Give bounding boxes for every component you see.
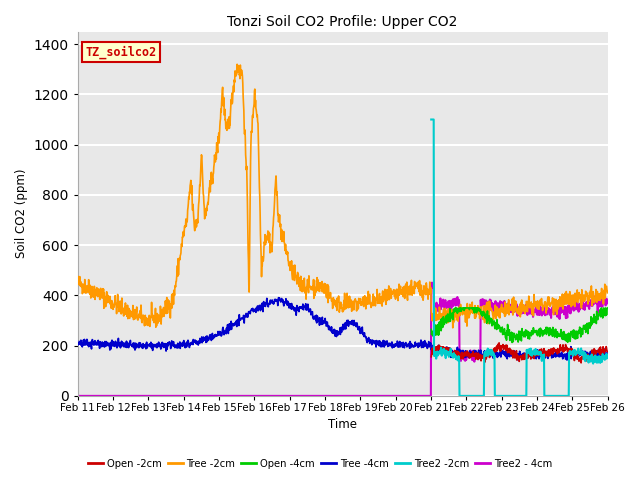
- Y-axis label: Soil CO2 (ppm): Soil CO2 (ppm): [15, 169, 28, 258]
- X-axis label: Time: Time: [328, 419, 357, 432]
- Title: Tonzi Soil CO2 Profile: Upper CO2: Tonzi Soil CO2 Profile: Upper CO2: [227, 15, 458, 29]
- Legend: Open -2cm, Tree -2cm, Open -4cm, Tree -4cm, Tree2 -2cm, Tree2 - 4cm: Open -2cm, Tree -2cm, Open -4cm, Tree -4…: [84, 455, 556, 473]
- Text: TZ_soilco2: TZ_soilco2: [86, 45, 157, 59]
